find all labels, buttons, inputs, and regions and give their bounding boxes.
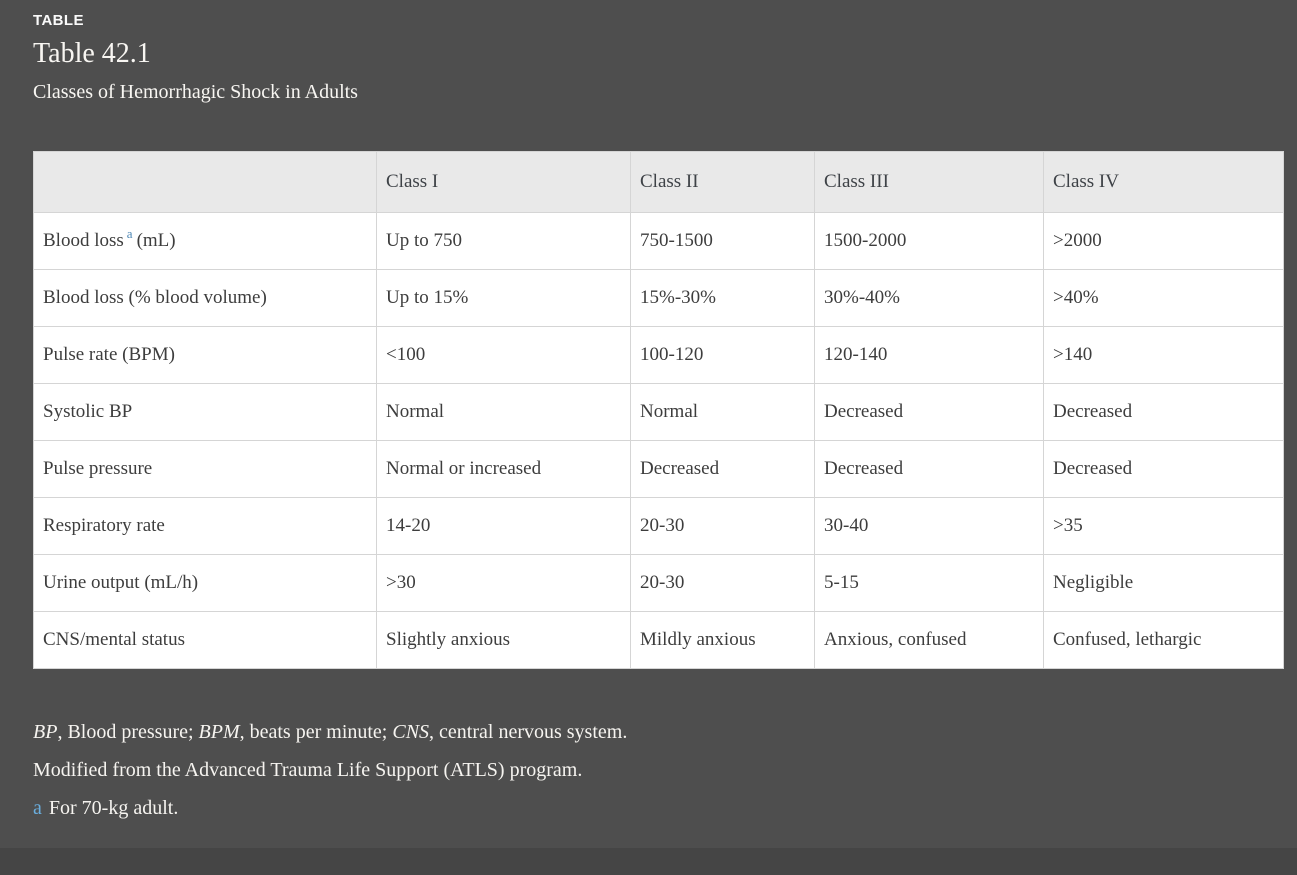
cell-value: 15%-30% (630, 268, 815, 327)
bottom-shade-band (0, 848, 1297, 875)
row-label-blood-loss-percent: Blood loss (% blood volume) (33, 268, 377, 327)
row-label-systolic-bp: Systolic BP (33, 382, 377, 441)
cell-value: Normal (376, 382, 631, 441)
cell-value: Mildly anxious (630, 610, 815, 669)
cell-value: 120-140 (814, 325, 1044, 384)
cell-value: Decreased (814, 439, 1044, 498)
hemorrhagic-shock-table: Class I Class II Class III Class IV Bloo… (33, 150, 1284, 669)
table-caption: Classes of Hemorrhagic Shock in Adults (33, 80, 358, 103)
footnote-a: a For 70-kg adult. (33, 789, 1283, 827)
table-row: Urine output (mL/h) >30 20-30 5-15 Negli… (33, 553, 1284, 612)
table-row: Pulse pressure Normal or increased Decre… (33, 439, 1284, 498)
cell-value: 1500-2000 (814, 211, 1044, 270)
row-label-respiratory-rate: Respiratory rate (33, 496, 377, 555)
row-label-blood-loss-ml: Blood loss a (mL) (33, 211, 377, 270)
row-label-cns-mental-status: CNS/mental status (33, 610, 377, 669)
cell-value: Negligible (1043, 553, 1284, 612)
footnote-a-marker[interactable]: a (33, 796, 42, 819)
content-type-kicker: TABLE (33, 12, 84, 29)
column-header-blank (33, 150, 377, 213)
cell-value: 20-30 (630, 553, 815, 612)
table-row: Blood loss a (mL) Up to 750 750-1500 1500-… (33, 211, 1284, 270)
footnote-a-reference[interactable]: a (126, 226, 133, 242)
source-note: Modified from the Advanced Trauma Life S… (33, 758, 583, 781)
row-label-pulse-pressure: Pulse pressure (33, 439, 377, 498)
cell-value: >30 (376, 553, 631, 612)
cell-value: Decreased (1043, 382, 1284, 441)
table-row: Systolic BP Normal Normal Decreased Decr… (33, 382, 1284, 441)
cell-value: Up to 750 (376, 211, 631, 270)
cell-value: Normal or increased (376, 439, 631, 498)
cell-value: >40% (1043, 268, 1284, 327)
cell-value: Anxious, confused (814, 610, 1044, 669)
cell-value: <100 (376, 325, 631, 384)
column-header-class-4: Class IV (1043, 150, 1284, 213)
document-page: TABLE Table 42.1 Classes of Hemorrhagic … (33, 12, 1284, 827)
cell-value: 750-1500 (630, 211, 815, 270)
footnote-a-text: For 70-kg adult. (48, 796, 179, 819)
cell-value: 14-20 (376, 496, 631, 555)
cell-value: Confused, lethargic (1043, 610, 1284, 669)
table-row: Blood loss (% blood volume) Up to 15% 15… (33, 268, 1284, 327)
column-header-class-3: Class III (814, 150, 1044, 213)
cell-value: 20-30 (630, 496, 815, 555)
cell-value: 5-15 (814, 553, 1044, 612)
table-row: Respiratory rate 14-20 20-30 30-40 >35 (33, 496, 1284, 555)
cell-value: Up to 15% (376, 268, 631, 327)
cell-value: Decreased (630, 439, 815, 498)
row-label-pulse-rate: Pulse rate (BPM) (33, 325, 377, 384)
cell-value: >2000 (1043, 211, 1284, 270)
cell-value: 30%-40% (814, 268, 1044, 327)
table-row: CNS/mental status Slightly anxious Mildl… (33, 610, 1284, 669)
cell-value: 100-120 (630, 325, 815, 384)
table-footnotes: BP, Blood pressure; BPM, beats per minut… (33, 713, 1283, 827)
cell-value: >35 (1043, 496, 1284, 555)
abbreviation-note: BP, Blood pressure; BPM, beats per minut… (33, 720, 628, 743)
cell-value: Slightly anxious (376, 610, 631, 669)
cell-value: Normal (630, 382, 815, 441)
column-header-class-1: Class I (376, 150, 631, 213)
cell-value: Decreased (814, 382, 1044, 441)
table-row: Pulse rate (BPM) <100 100-120 120-140 >1… (33, 325, 1284, 384)
cell-value: Decreased (1043, 439, 1284, 498)
cell-value: >140 (1043, 325, 1284, 384)
cell-value: 30-40 (814, 496, 1044, 555)
row-label-urine-output: Urine output (mL/h) (33, 553, 377, 612)
table-number-title: Table 42.1 (33, 38, 151, 69)
column-header-class-2: Class II (630, 150, 815, 213)
table-header-row: Class I Class II Class III Class IV (33, 150, 1284, 213)
